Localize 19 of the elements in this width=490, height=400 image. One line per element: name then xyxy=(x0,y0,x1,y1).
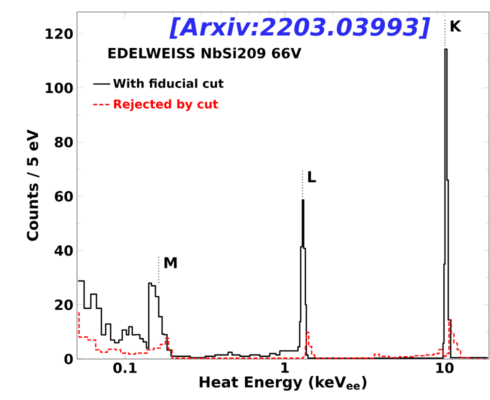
legend-label: With fiducial cut xyxy=(113,78,224,88)
y-tick-label: 40 xyxy=(54,245,73,256)
x-axis-title: Heat Energy (keV$_{ee}$) xyxy=(200,376,366,391)
y-tick-label: 120 xyxy=(46,28,73,39)
y-tick-label: 80 xyxy=(54,136,73,148)
legend-label: Rejected by cut xyxy=(114,99,218,111)
y-tick-label: 20 xyxy=(55,299,73,310)
y-axis-title: Counts / 5 eV xyxy=(26,130,40,241)
annotation: M xyxy=(164,257,177,268)
y-tick-label: 60 xyxy=(54,191,73,202)
annotation: EDELWEISS NbSi209 66V xyxy=(108,48,302,58)
x-tick-label: 1 xyxy=(281,362,289,373)
y-tick-label: 0 xyxy=(64,354,73,364)
y-tick-label: 100 xyxy=(46,82,73,94)
annotation: L xyxy=(308,171,316,182)
annotation: K xyxy=(450,20,462,32)
x-tick-label: 10 xyxy=(436,362,454,374)
x-tick-label: 0.1 xyxy=(113,362,137,374)
annotation: [Arxiv:2203.03993] xyxy=(169,17,430,39)
